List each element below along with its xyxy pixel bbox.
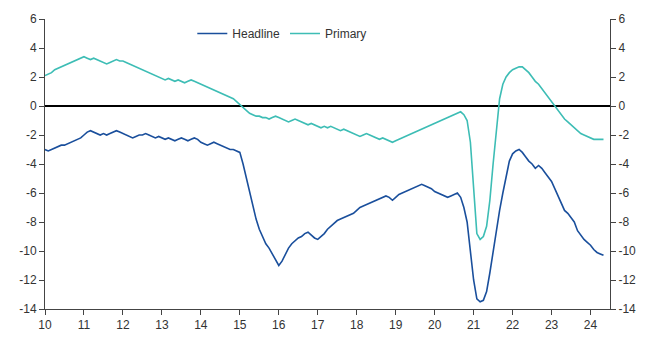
svg-text:-2: -2	[26, 128, 37, 142]
svg-text:-10: -10	[19, 244, 37, 258]
svg-text:12: 12	[116, 318, 130, 332]
svg-text:Primary: Primary	[325, 27, 366, 41]
svg-text:17: 17	[311, 318, 325, 332]
svg-text:6: 6	[30, 12, 37, 26]
svg-text:2: 2	[618, 70, 625, 84]
svg-text:-12: -12	[19, 273, 37, 287]
svg-text:13: 13	[155, 318, 169, 332]
svg-text:20: 20	[428, 318, 442, 332]
svg-text:18: 18	[350, 318, 364, 332]
svg-text:-10: -10	[618, 244, 636, 258]
svg-text:10: 10	[38, 318, 52, 332]
svg-text:0: 0	[30, 99, 37, 113]
svg-text:-8: -8	[618, 215, 629, 229]
svg-text:24: 24	[584, 318, 598, 332]
svg-text:-14: -14	[618, 302, 636, 316]
svg-text:0: 0	[618, 99, 625, 113]
svg-text:-4: -4	[618, 157, 629, 171]
svg-text:2: 2	[30, 70, 37, 84]
svg-text:4: 4	[30, 41, 37, 55]
svg-text:-6: -6	[618, 186, 629, 200]
svg-text:4: 4	[618, 41, 625, 55]
svg-text:-12: -12	[618, 273, 636, 287]
svg-text:14: 14	[194, 318, 208, 332]
svg-text:23: 23	[545, 318, 559, 332]
svg-text:15: 15	[233, 318, 247, 332]
svg-text:-8: -8	[26, 215, 37, 229]
svg-text:-4: -4	[26, 157, 37, 171]
svg-text:-6: -6	[26, 186, 37, 200]
svg-text:-14: -14	[19, 302, 37, 316]
svg-text:-2: -2	[618, 128, 629, 142]
svg-text:11: 11	[78, 318, 91, 332]
svg-text:16: 16	[272, 318, 286, 332]
svg-text:19: 19	[389, 318, 403, 332]
svg-text:6: 6	[618, 12, 625, 26]
svg-text:Headline: Headline	[232, 27, 280, 41]
svg-text:21: 21	[467, 318, 481, 332]
svg-text:22: 22	[506, 318, 520, 332]
